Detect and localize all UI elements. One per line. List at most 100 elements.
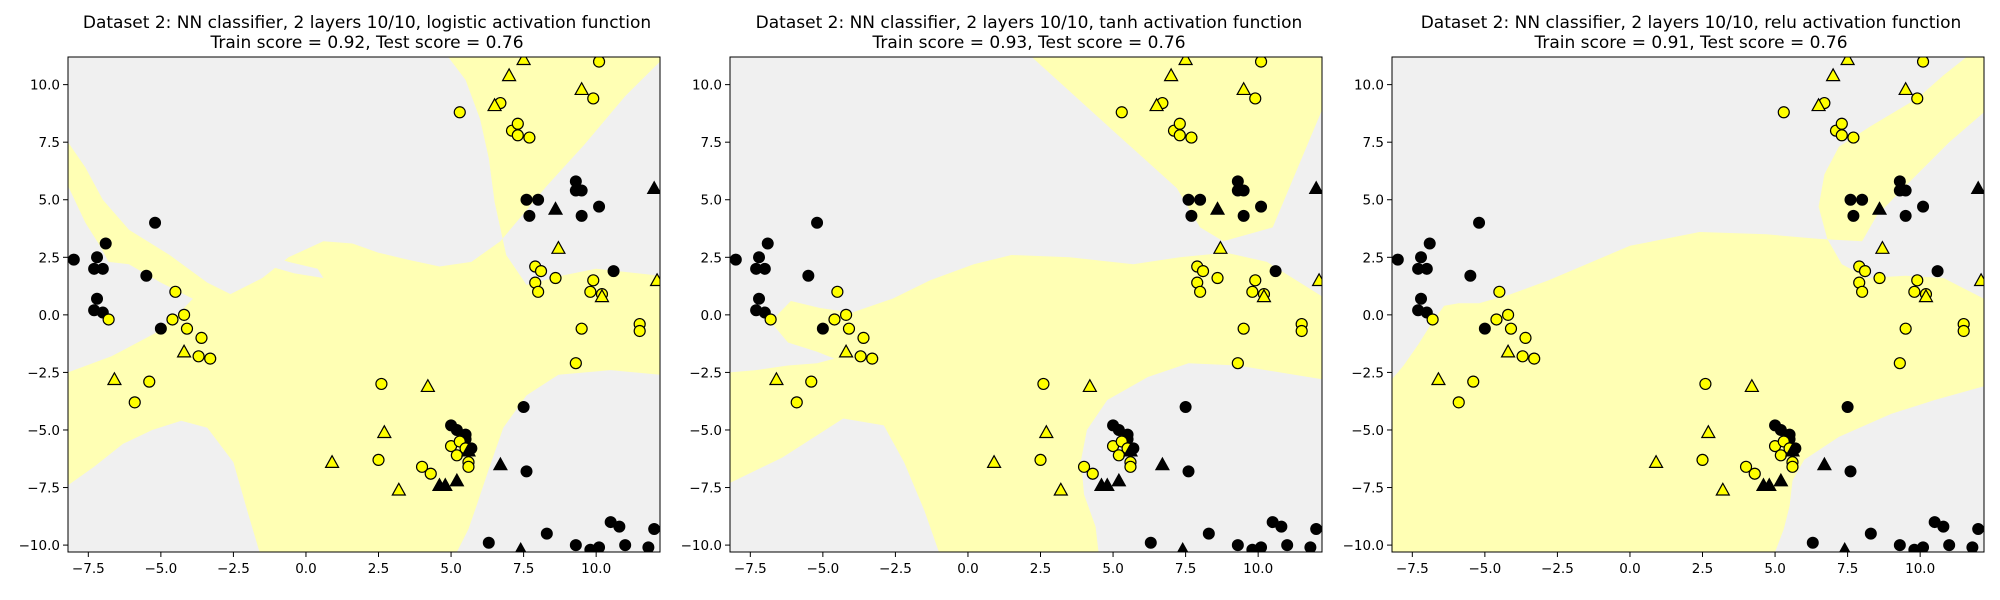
- train-point-class1-tanh-31: [1211, 271, 1224, 285]
- train-point-class1-relu-0: [1426, 313, 1439, 326]
- train-point-class1-relu-12: [1739, 460, 1753, 473]
- subplot-title-tanh-line2: Train score = 0.93, Test score = 0.76: [871, 33, 1185, 53]
- train-point-class1-logistic-19: [462, 460, 475, 473]
- x-tick-label-logistic-5: 5.0: [440, 561, 461, 577]
- x-tick-label-relu-0: −7.5: [1396, 561, 1429, 577]
- train-point-class1-relu-37: [1893, 357, 1906, 370]
- train-point-class1-tanh-25: [1185, 131, 1198, 144]
- train-point-class1-tanh-8: [854, 350, 867, 363]
- train-point-class1-logistic-13: [424, 467, 437, 480]
- train-point-class0-tanh-2: [761, 237, 774, 250]
- test-point-class0-relu-1: [1761, 477, 1777, 492]
- test-point-class0-logistic-4: [449, 472, 465, 487]
- train-point-class1-tanh-32: [1196, 265, 1210, 278]
- train-point-class0-relu-6: [1415, 292, 1428, 305]
- y-tick-label-tanh-3: −2.5: [689, 365, 722, 381]
- train-point-class1-relu-20: [1777, 106, 1790, 119]
- train-point-class1-relu-10: [1699, 377, 1712, 391]
- train-point-class1-logistic-30: [532, 285, 545, 298]
- test-point-class1-tanh-3: [1038, 424, 1054, 439]
- train-point-class0-tanh-36: [1310, 522, 1322, 535]
- x-tick-label-logistic-7: 10.0: [581, 561, 611, 577]
- x-tick-label-tanh-6: 7.5: [1175, 561, 1196, 577]
- test-point-class0-relu-2: [1784, 442, 1800, 457]
- train-point-class1-logistic-32: [534, 265, 548, 278]
- decision-region-class0-island-logistic-0: [230, 248, 324, 278]
- train-point-class0-tanh-27: [1202, 527, 1215, 540]
- x-tick-label-logistic-6: 7.5: [513, 561, 534, 577]
- train-point-class0-relu-28: [1893, 539, 1906, 552]
- test-point-class1-logistic-2: [324, 454, 340, 469]
- train-point-class0-relu-17: [1844, 465, 1857, 478]
- train-point-class1-logistic-2: [143, 375, 156, 388]
- train-point-class0-logistic-34: [619, 539, 632, 552]
- train-point-class1-logistic-7: [195, 331, 208, 344]
- test-point-class1-logistic-6: [487, 97, 503, 112]
- test-point-class1-tanh-7: [1163, 67, 1179, 82]
- x-tick-label-relu-2: −2.5: [1541, 561, 1574, 577]
- train-point-class1-logistic-12: [415, 460, 429, 473]
- test-point-class1-relu-11: [1918, 288, 1934, 303]
- test-point-class1-relu-10: [1898, 81, 1914, 96]
- train-point-class1-tanh-24: [1173, 129, 1186, 142]
- train-point-class1-relu-24: [1835, 129, 1848, 142]
- train-point-class0-logistic-17: [520, 465, 533, 478]
- markers-tanh: [730, 57, 1322, 552]
- train-point-class1-logistic-24: [511, 129, 524, 142]
- test-point-class1-tanh-5: [1082, 378, 1098, 393]
- plot-area-relu: −7.5 −5.0 −2.5 0.0 2.5 5.0 7.5 10.0 −10.0 −7.5 −5.…: [1343, 56, 1985, 577]
- train-point-class1-logistic-3: [166, 313, 179, 326]
- train-point-class0-logistic-6: [91, 292, 104, 305]
- train-point-class0-relu-4: [1420, 262, 1433, 275]
- x-tick-label-tanh-5: 5.0: [1102, 561, 1123, 577]
- train-point-class1-logistic-4: [169, 285, 182, 298]
- y-tick-label-logistic-0: −10.0: [19, 538, 60, 554]
- train-point-class0-logistic-10: [154, 322, 167, 335]
- train-point-class0-relu-23: [1899, 184, 1912, 197]
- train-point-class0-tanh-8: [802, 269, 815, 282]
- train-point-class0-logistic-25: [593, 200, 606, 213]
- y-tick-label-relu-1: −7.5: [1351, 481, 1384, 497]
- test-point-class1-relu-9: [1874, 240, 1890, 254]
- test-point-class0-relu-6: [1872, 201, 1888, 215]
- x-tick-label-relu-4: 2.5: [1692, 561, 1713, 577]
- subplot-title-logistic-line1: Dataset 2: NN classifier, 2 layers 10/10…: [83, 13, 651, 33]
- train-point-class1-tanh-4: [831, 285, 844, 298]
- test-point-class0-relu-4: [1773, 472, 1789, 487]
- test-point-class0-logistic-1: [437, 477, 453, 492]
- train-point-class1-relu-11: [1696, 453, 1709, 467]
- x-tick-label-logistic-2: −2.5: [217, 561, 250, 577]
- train-point-class0-tanh-24: [1237, 209, 1250, 222]
- test-point-class1-logistic-5: [420, 378, 436, 393]
- y-tick-label-logistic-3: −2.5: [27, 365, 60, 381]
- subplot-relu: Dataset 2: NN classifier, 2 layers 10/10…: [1343, 13, 1985, 577]
- train-point-class0-relu-8: [1464, 269, 1477, 282]
- test-point-class1-relu-12: [1973, 272, 1984, 287]
- test-point-class0-logistic-6: [548, 201, 564, 215]
- train-point-class0-tanh-9: [811, 216, 824, 229]
- train-point-class1-relu-39: [1957, 324, 1970, 338]
- test-point-class1-relu-8: [1840, 57, 1856, 66]
- test-point-class1-logistic-4: [391, 482, 407, 496]
- test-point-class0-relu-5: [1839, 541, 1851, 552]
- train-point-class1-logistic-27: [592, 57, 606, 68]
- train-point-class0-logistic-23: [575, 184, 588, 197]
- y-tick-label-logistic-6: 5.0: [39, 193, 60, 209]
- train-point-class0-tanh-35: [1304, 541, 1317, 552]
- train-point-class0-tanh-37: [1144, 536, 1157, 549]
- train-point-class0-relu-25: [1917, 200, 1930, 213]
- train-point-class0-tanh-34: [1281, 539, 1294, 552]
- train-point-class1-tanh-11: [1034, 453, 1047, 467]
- train-point-class0-tanh-6: [753, 292, 766, 305]
- y-tick-label-relu-3: −2.5: [1351, 365, 1384, 381]
- x-tick-label-tanh-1: −5.0: [806, 561, 839, 577]
- train-point-class0-relu-19: [1856, 193, 1869, 206]
- test-point-class1-tanh-1: [838, 343, 854, 358]
- y-tick-label-relu-0: −10.0: [1343, 538, 1384, 554]
- test-point-class1-tanh-2: [986, 454, 1002, 469]
- train-point-class0-tanh-26: [1269, 265, 1282, 278]
- train-point-class1-relu-36: [1899, 322, 1912, 335]
- train-point-class0-tanh-20: [1185, 209, 1198, 222]
- y-tick-label-tanh-5: 2.5: [701, 250, 722, 266]
- test-point-class0-tanh-2: [1122, 442, 1138, 457]
